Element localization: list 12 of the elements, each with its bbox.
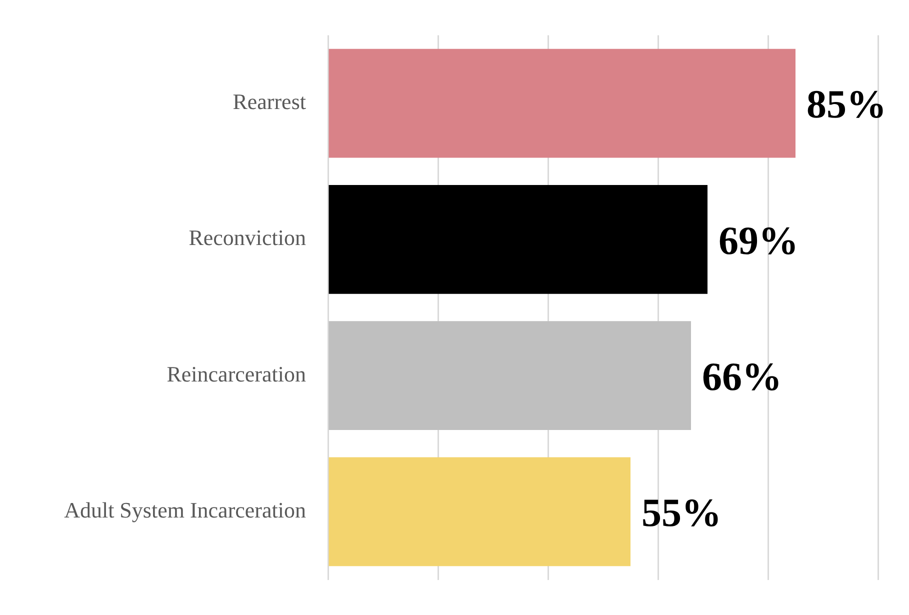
bar bbox=[328, 48, 796, 158]
bar bbox=[328, 184, 708, 294]
data-label: 66% bbox=[702, 354, 782, 399]
data-label: 55% bbox=[642, 490, 722, 536]
data-label: 85% bbox=[806, 82, 886, 127]
bar bbox=[328, 457, 630, 566]
y-tick-label: Rearrest bbox=[232, 89, 306, 114]
bar bbox=[328, 321, 691, 430]
y-tick-label: Reconviction bbox=[188, 225, 306, 250]
data-label: 69% bbox=[718, 218, 798, 263]
y-tick-label: Reincarceration bbox=[166, 361, 306, 386]
y-tick-label: Adult System Incarceration bbox=[64, 498, 306, 523]
